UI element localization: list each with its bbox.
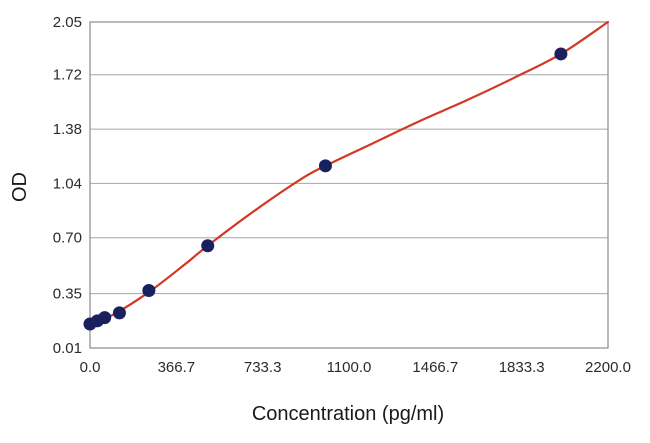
data-points-layer	[83, 47, 568, 331]
fitted-curve-line	[88, 20, 610, 326]
y-tick-label: 1.72	[53, 67, 82, 84]
x-axis-title: Concentration (pg/ml)	[252, 403, 444, 425]
data-point	[98, 311, 112, 325]
data-point	[112, 306, 126, 320]
data-point	[201, 239, 215, 253]
data-point	[318, 159, 332, 173]
y-tick-label: 0.35	[53, 286, 82, 303]
x-tick-label: 2200.0	[585, 359, 631, 376]
plot-area	[89, 21, 609, 349]
fitted-curve-layer	[88, 20, 610, 326]
x-tick-label: 0.0	[80, 359, 101, 376]
x-tick-label: 1466.7	[412, 359, 458, 376]
x-tick-label: 1833.3	[499, 359, 545, 376]
y-tick-label: 1.38	[53, 121, 82, 138]
y-axis-title: OD	[9, 172, 31, 202]
gridlines	[90, 74, 608, 295]
y-axis-ticks: 0.01 0.35 0.70 1.04 1.38 1.72 2.05	[53, 14, 82, 357]
x-axis-ticks: 0.0 366.7 733.3 1100.0 1466.7 1833.3 2200.0	[80, 359, 631, 376]
y-tick-label: 0.01	[53, 340, 82, 357]
x-tick-label: 733.3	[244, 359, 282, 376]
y-tick-label: 1.04	[53, 175, 82, 192]
x-tick-label: 366.7	[158, 359, 196, 376]
x-tick-label: 1100.0	[327, 359, 372, 376]
y-tick-label: 0.70	[53, 230, 82, 247]
data-point	[142, 283, 156, 297]
y-tick-label: 2.05	[53, 14, 82, 31]
data-point	[554, 47, 568, 61]
